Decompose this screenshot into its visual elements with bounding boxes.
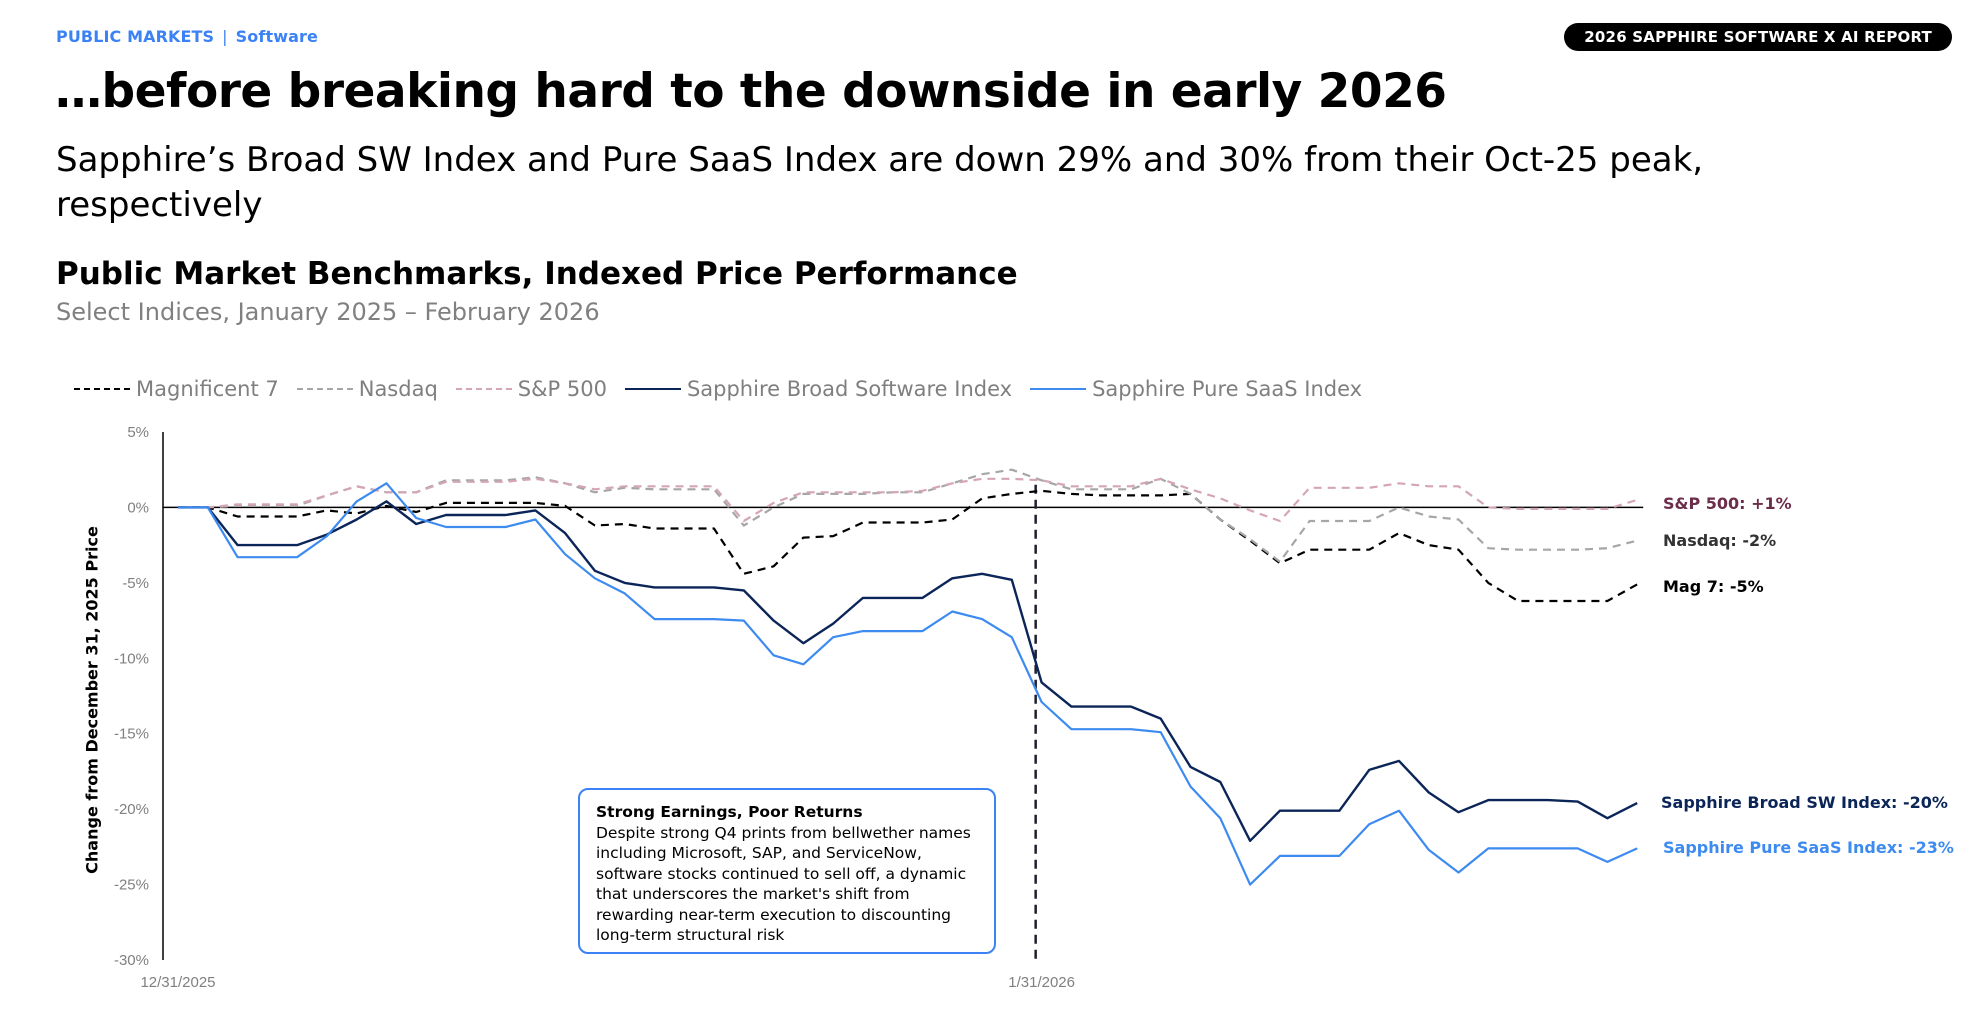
y-axis-ticks: 5% 0% -5% -10% -15% -20% -25% -30% (114, 424, 149, 969)
breadcrumb: PUBLIC MARKETS | Software (56, 27, 318, 46)
breadcrumb-topic: Software (235, 27, 318, 46)
annotation-title: Strong Earnings, Poor Returns (596, 803, 863, 821)
chart-subtitle: Select Indices, January 2025 – February … (56, 298, 600, 326)
y-tick-label: -30% (114, 952, 149, 969)
x-tick-label: 12/31/2025 (140, 974, 215, 991)
series-line-sp500 (178, 477, 1638, 523)
report-badge: 2026 SAPPHIRE SOFTWARE X AI REPORT (1564, 23, 1952, 51)
legend-label-mag7: Magnificent 7 (136, 377, 279, 401)
annotation-box: Strong Earnings, Poor Returns Despite st… (578, 788, 996, 954)
y-tick-label: -25% (114, 877, 149, 894)
legend-item-sp500: S&P 500 (455, 377, 607, 401)
end-label-sp500: S&P 500: +1% (1663, 494, 1792, 513)
series-lines (178, 468, 1638, 886)
series-line-pure-saas (178, 482, 1638, 886)
legend-swatch-nasdaq (296, 388, 353, 390)
series-line-nasdaq (178, 468, 1638, 563)
legend-item-pure-saas: Sapphire Pure SaaS Index (1030, 377, 1362, 401)
breadcrumb-section: PUBLIC MARKETS (56, 27, 215, 46)
y-tick-label: -20% (114, 801, 149, 818)
end-label-nasdaq: Nasdaq: -2% (1663, 531, 1777, 550)
legend-label-pure-saas: Sapphire Pure SaaS Index (1092, 377, 1363, 401)
annotation-body: Despite strong Q4 prints from bellwether… (596, 823, 971, 945)
legend-label-sp500: S&P 500 (517, 377, 607, 401)
y-tick-label: -10% (114, 650, 149, 667)
y-tick-label: 0% (127, 499, 149, 516)
series-line-mag7 (178, 489, 1638, 603)
legend-swatch-sp500 (455, 388, 512, 390)
chart-legend: Magnificent 7 Nasdaq S&P 500 Sapphire Br… (74, 377, 1380, 401)
end-label-broad-sw: Sapphire Broad SW Index: -20% (1661, 793, 1948, 812)
page-title: …before breaking hard to the downside in… (55, 64, 1447, 119)
legend-item-broad-sw: Sapphire Broad Software Index (624, 377, 1013, 401)
legend-item-nasdaq: Nasdaq (296, 377, 438, 401)
page-subtitle: Sapphire’s Broad SW Index and Pure SaaS … (56, 140, 1704, 225)
y-tick-label: -5% (122, 575, 149, 592)
breadcrumb-separator: | (222, 27, 228, 46)
legend-swatch-mag7 (74, 388, 130, 390)
legend-swatch-pure-saas (1030, 388, 1087, 390)
legend-item-mag7: Magnificent 7 (74, 377, 279, 401)
y-tick-label: -15% (114, 726, 149, 743)
x-axis-ticks: 12/31/2025 1/31/2026 (140, 974, 1075, 991)
end-label-mag7: Mag 7: -5% (1663, 577, 1764, 596)
legend-label-nasdaq: Nasdaq (358, 377, 438, 401)
chart-title: Public Market Benchmarks, Indexed Price … (56, 256, 1018, 292)
legend-swatch-broad-sw (624, 388, 681, 390)
legend-label-broad-sw: Sapphire Broad Software Index (686, 377, 1013, 401)
end-label-pure-saas: Sapphire Pure SaaS Index: -23% (1663, 838, 1954, 857)
y-tick-label: 5% (127, 424, 149, 441)
series-line-broad-sw (178, 500, 1638, 842)
x-tick-label: 1/31/2026 (1008, 974, 1075, 991)
